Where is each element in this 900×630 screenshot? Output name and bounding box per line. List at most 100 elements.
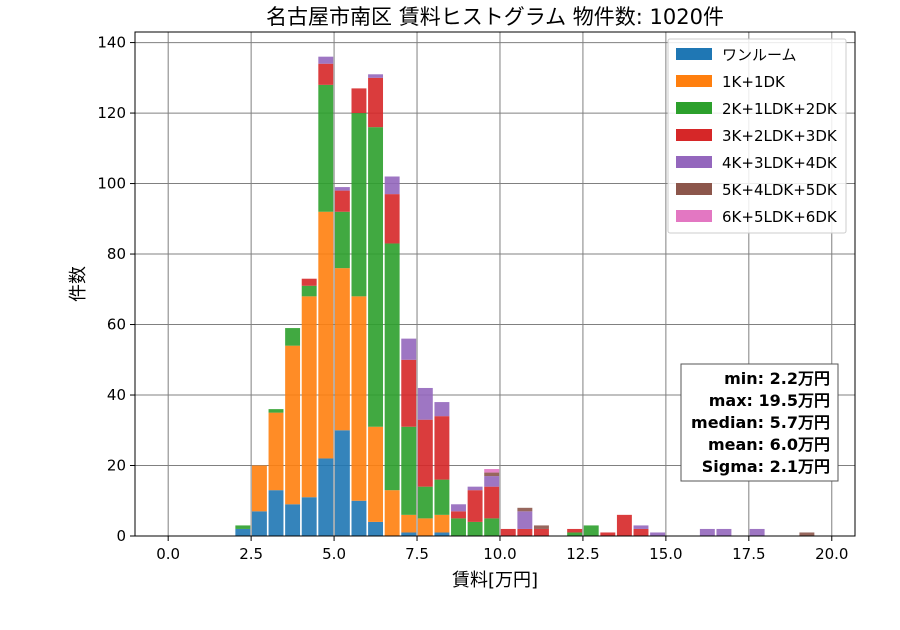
bar-segment: [268, 412, 284, 491]
bar-segment: [434, 402, 450, 417]
bar-segment: [384, 490, 400, 536]
bar-segment: [301, 497, 317, 536]
bar-segment: [451, 504, 466, 512]
x-tick-label: 5.0: [322, 545, 346, 563]
legend-label: 2K+1LDK+2DK: [722, 100, 838, 118]
bar-segment: [368, 426, 384, 522]
legend-label: 1K+1DK: [722, 73, 786, 91]
x-axis-label: 賃料[万円]: [452, 570, 538, 591]
bar-segment: [484, 518, 500, 536]
bar-segment: [699, 528, 715, 536]
legend-label: 3K+2LDK+3DK: [722, 127, 838, 145]
stats-line: mean: 6.0万円: [708, 435, 830, 454]
bar-segment: [517, 511, 533, 529]
bar-segment: [749, 528, 765, 536]
legend-swatch: [676, 183, 712, 195]
x-tick-label: 20.0: [815, 545, 848, 563]
stats-line: max: 19.5万円: [709, 391, 830, 410]
y-axis-label: 件数: [68, 266, 89, 302]
y-tick-label: 20: [107, 457, 126, 475]
bar-segment: [301, 296, 317, 498]
bar-segment: [716, 528, 732, 536]
y-tick-label: 0: [116, 527, 126, 545]
bar-segment: [318, 63, 334, 85]
bar-segment: [567, 532, 583, 536]
bar-segment: [235, 525, 251, 529]
bar-segment: [633, 528, 649, 536]
bar-segment: [251, 511, 267, 536]
bar-segment: [484, 472, 500, 477]
bar-segment: [467, 521, 483, 536]
bar-segment: [368, 77, 384, 128]
bar-segment: [318, 84, 334, 212]
stats-line: min: 2.2万円: [724, 369, 830, 388]
legend-swatch: [676, 48, 712, 60]
bar-segment: [268, 490, 284, 536]
bar-segment: [334, 211, 350, 269]
legend-swatch: [676, 210, 712, 222]
bar-segment: [285, 345, 301, 505]
legend-swatch: [676, 102, 712, 114]
legend-label: 4K+3LDK+4DK: [722, 154, 838, 172]
bars-group: [235, 56, 815, 536]
bar-segment: [417, 387, 433, 420]
legend-label: 5K+4LDK+5DK: [722, 181, 838, 199]
bar-segment: [434, 532, 450, 536]
bar-segment: [417, 419, 433, 487]
bar-segment: [484, 486, 500, 519]
bar-segment: [583, 525, 599, 536]
bar-segment: [268, 409, 284, 413]
bar-segment: [434, 416, 450, 480]
bar-segment: [318, 211, 334, 459]
bar-segment: [334, 187, 350, 191]
bar-segment: [600, 532, 616, 536]
bar-segment: [517, 507, 533, 512]
bar-segment: [318, 56, 334, 64]
bar-segment: [285, 328, 301, 346]
bar-segment: [318, 458, 334, 536]
x-tick-label: 2.5: [239, 545, 263, 563]
x-axis-ticks: 0.0 2.5 5.0 7.5 10.0 12.5 15.0 17.5 20.0: [156, 536, 848, 563]
bar-segment: [368, 521, 384, 536]
stats-line: median: 5.7万円: [691, 413, 830, 432]
y-tick-label: 120: [97, 104, 126, 122]
chart-title: 名古屋市南区 賃料ヒストグラム 物件数: 1020件: [266, 5, 724, 29]
bar-segment: [451, 518, 466, 536]
bar-segment: [484, 469, 500, 473]
y-tick-label: 80: [107, 245, 126, 263]
bar-segment: [401, 532, 417, 536]
bar-segment: [401, 359, 417, 427]
y-axis-ticks: 0 20 40 60 80 100 120 140: [97, 34, 135, 545]
bar-segment: [251, 465, 267, 512]
bar-segment: [401, 514, 417, 533]
bar-segment: [533, 525, 549, 529]
bar-segment: [633, 525, 649, 529]
y-tick-label: 60: [107, 316, 126, 334]
bar-segment: [616, 514, 632, 536]
bar-segment: [434, 479, 450, 515]
bar-segment: [401, 338, 417, 360]
y-tick-label: 40: [107, 386, 126, 404]
bar-segment: [467, 486, 483, 491]
plot-frame: [134, 31, 856, 537]
bar-segment: [484, 476, 500, 487]
stats-box: min: 2.2万円 max: 19.5万円 median: 5.7万円 mean: …: [680, 363, 839, 482]
x-tick-label: 10.0: [483, 545, 516, 563]
x-tick-label: 12.5: [566, 545, 599, 563]
legend-swatch: [676, 156, 712, 168]
bar-segment: [451, 511, 466, 519]
bar-segment: [334, 268, 350, 431]
bar-segment: [417, 518, 433, 536]
bar-segment: [417, 486, 433, 519]
bar-segment: [334, 190, 350, 212]
bar-segment: [650, 532, 666, 536]
y-tick-label: 100: [97, 175, 126, 193]
x-tick-label: 15.0: [649, 545, 682, 563]
bar-segment: [384, 243, 400, 491]
bar-segment: [799, 532, 815, 536]
bar-segment: [533, 528, 549, 536]
bar-segment: [351, 296, 367, 501]
bar-segment: [334, 430, 350, 536]
bar-segment: [351, 500, 367, 536]
